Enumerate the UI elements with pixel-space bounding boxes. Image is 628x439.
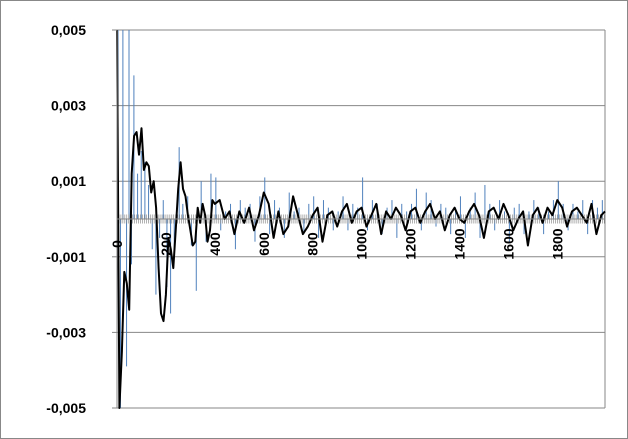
x-tick-label-3: 600 <box>256 232 272 256</box>
y-tick-label-1: 0,003 <box>51 98 86 114</box>
x-tick-label-7: 1400 <box>451 228 467 259</box>
line-series-path <box>116 29 606 409</box>
gridlines <box>117 29 606 409</box>
axes <box>112 29 605 409</box>
y-tick-label-2: 0,001 <box>51 173 86 189</box>
line-series <box>116 29 606 409</box>
y-tick-label-5: -0,005 <box>46 400 86 416</box>
y-axis-tick-labels: 0,005 0,003 0,001 -0,001 -0,003 -0,005 <box>46 22 86 416</box>
x-tick-label-0: 0 <box>109 240 125 248</box>
x-axis-tick-labels: 0 200 400 600 800 1000 1200 1400 1600 1800 <box>109 228 565 259</box>
y-tick-label-4: -0,003 <box>46 324 86 340</box>
x-tick-label-1: 200 <box>158 232 174 256</box>
x-tick-label-6: 1200 <box>403 228 419 259</box>
x-tick-label-4: 800 <box>305 232 321 256</box>
y-tick-label-3: -0,001 <box>46 249 86 265</box>
x-tick-label-8: 1600 <box>500 228 516 259</box>
y-tick-label-0: 0,005 <box>51 22 86 38</box>
x-tick-label-2: 400 <box>207 232 223 256</box>
x-tick-label-9: 1800 <box>549 228 565 259</box>
x-tick-label-5: 1000 <box>354 228 370 259</box>
